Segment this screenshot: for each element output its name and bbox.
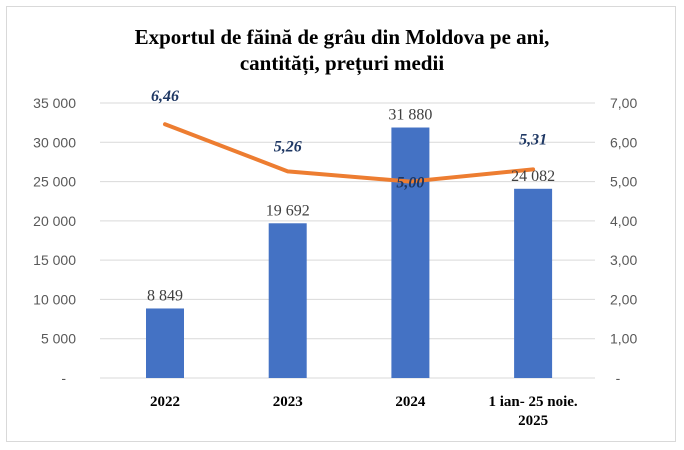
category-label: 2024	[395, 394, 426, 410]
line-data-label: 5,31	[519, 131, 547, 148]
line-data-label: 6,46	[151, 88, 179, 105]
category-label: 1 ian- 25 noie.	[489, 394, 578, 410]
left-axis-tick: 35 000	[33, 95, 76, 111]
chart-title-line2: cantități, prețuri medii	[239, 51, 445, 75]
left-axis-tick: 25 000	[33, 174, 76, 190]
right-axis-tick: 3,00	[610, 252, 637, 268]
category-label: 2023	[273, 394, 303, 410]
bar	[268, 223, 307, 378]
chart-title-line1: Exportul de făină de grâu din Moldova pe…	[134, 25, 550, 49]
bar-data-label: 24 082	[511, 168, 555, 185]
right-axis-tick: 5,00	[610, 174, 637, 190]
left-axis-tick: 20 000	[33, 213, 76, 229]
category-label: 2025	[518, 413, 548, 429]
left-axis-tick: 5 000	[41, 331, 76, 347]
right-axis-tick: 6,00	[610, 134, 637, 150]
right-axis-tick: 7,00	[610, 95, 637, 111]
left-axis-tick: 10 000	[33, 291, 76, 307]
right-axis-tick: 4,00	[610, 213, 637, 229]
bar	[391, 127, 430, 378]
left-axis-tick: -	[61, 370, 66, 386]
right-axis-tick: 2,00	[610, 291, 637, 307]
price-line	[163, 122, 536, 184]
bar	[514, 188, 553, 378]
left-axis-tick: 30 000	[33, 134, 76, 150]
chart-frame	[6, 6, 676, 442]
category-label: 2022	[150, 394, 180, 410]
bar-data-label: 19 692	[266, 202, 310, 219]
line-data-label: 5,00	[396, 175, 424, 192]
bar-data-label: 31 880	[388, 107, 432, 124]
chart-title: Exportul de făină de grâu din Moldova pe…	[0, 24, 684, 76]
bar-data-label: 8 849	[147, 287, 183, 304]
bar	[146, 308, 184, 378]
right-axis-tick: 1,00	[610, 331, 637, 347]
left-axis-tick: 15 000	[33, 252, 76, 268]
right-axis-tick: -	[616, 370, 621, 386]
line-data-label: 5,26	[274, 138, 302, 155]
